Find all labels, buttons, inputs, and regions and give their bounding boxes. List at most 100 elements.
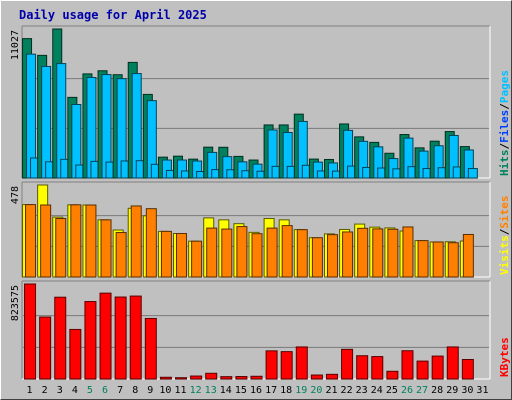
legend-item-files: Files xyxy=(498,110,511,143)
x-tick-25: 25 xyxy=(386,385,398,396)
max-label-visits-sites: 478 xyxy=(10,186,21,204)
bar-sites-18 xyxy=(281,225,293,278)
x-tick-31: 31 xyxy=(476,385,488,396)
bar-kbytes-30 xyxy=(461,359,474,380)
bar-kbytes-1 xyxy=(24,283,37,380)
bar-kbytes-27 xyxy=(416,360,429,380)
bar-kbytes-17 xyxy=(265,350,278,380)
x-tick-23: 23 xyxy=(356,385,368,396)
bar-sites-9 xyxy=(145,208,157,278)
bar-kbytes-5 xyxy=(84,301,97,380)
x-tick-22: 22 xyxy=(341,385,353,396)
x-tick-13: 13 xyxy=(205,385,217,396)
bar-kbytes-8 xyxy=(129,295,142,380)
x-tick-21: 21 xyxy=(325,385,337,396)
x-tick-24: 24 xyxy=(371,385,383,396)
bar-sites-7 xyxy=(115,232,127,278)
x-tick-17: 17 xyxy=(265,385,277,396)
x-tick-7: 7 xyxy=(117,385,123,396)
bar-kbytes-18 xyxy=(280,351,293,380)
x-tick-8: 8 xyxy=(132,385,138,396)
x-tick-1: 1 xyxy=(27,385,33,396)
bar-kbytes-16 xyxy=(250,375,263,380)
legend-separator: / xyxy=(498,143,511,150)
x-tick-28: 28 xyxy=(431,385,443,396)
bar-kbytes-21 xyxy=(325,373,338,380)
x-tick-19: 19 xyxy=(295,385,307,396)
bar-kbytes-6 xyxy=(99,292,112,380)
bar-sites-4 xyxy=(70,204,82,278)
bar-sites-5 xyxy=(85,204,97,278)
chart-title: Daily usage for April 2025 xyxy=(19,8,207,22)
bar-kbytes-7 xyxy=(114,296,127,380)
legend-item-hits: Hits xyxy=(498,150,511,177)
legend-separator: / xyxy=(498,103,511,110)
bar-kbytes-25 xyxy=(386,370,399,380)
legend-item-sites: Sites xyxy=(498,196,511,229)
bar-sites-13 xyxy=(206,227,218,278)
bar-files-2 xyxy=(41,65,52,179)
bar-sites-22 xyxy=(342,231,354,278)
bar-sites-2 xyxy=(40,204,52,278)
bar-sites-6 xyxy=(100,219,112,278)
bar-kbytes-9 xyxy=(144,317,157,380)
legend-kbytes: KBytes xyxy=(498,337,511,377)
bar-sites-27 xyxy=(417,240,429,278)
bar-pages-30 xyxy=(467,168,478,179)
x-tick-4: 4 xyxy=(72,385,78,396)
x-tick-10: 10 xyxy=(159,385,171,396)
bar-sites-14 xyxy=(221,228,233,278)
bar-kbytes-4 xyxy=(69,328,82,380)
bar-sites-30 xyxy=(462,233,474,278)
bar-kbytes-14 xyxy=(220,376,233,380)
bar-sites-26 xyxy=(402,226,414,278)
x-tick-3: 3 xyxy=(57,385,63,396)
bar-sites-24 xyxy=(372,228,384,278)
bar-sites-28 xyxy=(432,241,444,278)
x-tick-9: 9 xyxy=(147,385,153,396)
x-tick-20: 20 xyxy=(310,385,322,396)
x-tick-2: 2 xyxy=(42,385,48,396)
bar-kbytes-11 xyxy=(175,377,188,380)
bar-kbytes-24 xyxy=(371,356,384,380)
legend-item-kbytes: KBytes xyxy=(498,337,511,377)
x-tick-18: 18 xyxy=(280,385,292,396)
legend-hits-files-pages: Hits/Files/Pages xyxy=(498,70,511,176)
legend-visits-sites: Visits/Sites xyxy=(498,196,511,276)
x-tick-29: 29 xyxy=(446,385,458,396)
legend-separator: / xyxy=(498,228,511,235)
x-tick-26: 26 xyxy=(401,385,413,396)
bar-kbytes-26 xyxy=(401,350,414,380)
bar-kbytes-23 xyxy=(356,355,369,380)
max-label-hits-files-pages: 11027 xyxy=(10,30,21,60)
x-tick-27: 27 xyxy=(416,385,428,396)
bar-sites-16 xyxy=(251,233,263,278)
x-tick-12: 12 xyxy=(190,385,202,396)
bar-kbytes-12 xyxy=(190,375,203,380)
bar-kbytes-2 xyxy=(39,316,52,380)
bar-sites-20 xyxy=(311,237,323,278)
legend-item-pages: Pages xyxy=(498,70,511,103)
bar-kbytes-13 xyxy=(205,372,218,380)
bar-sites-17 xyxy=(266,227,278,278)
x-tick-6: 6 xyxy=(102,385,108,396)
bar-kbytes-10 xyxy=(159,376,172,380)
bar-sites-8 xyxy=(130,205,142,278)
bar-sites-3 xyxy=(55,217,67,278)
bar-kbytes-15 xyxy=(235,376,248,380)
x-tick-15: 15 xyxy=(235,385,247,396)
bar-sites-12 xyxy=(191,240,203,278)
x-tick-5: 5 xyxy=(87,385,93,396)
bar-kbytes-22 xyxy=(341,348,354,380)
x-tick-11: 11 xyxy=(174,385,186,396)
bar-sites-15 xyxy=(236,226,248,278)
bar-kbytes-19 xyxy=(295,346,308,380)
bar-sites-29 xyxy=(447,242,459,278)
x-tick-30: 30 xyxy=(461,385,473,396)
bar-sites-11 xyxy=(176,233,188,278)
max-label-kbytes: 823575 xyxy=(10,285,21,321)
bar-sites-19 xyxy=(296,229,308,278)
bar-kbytes-28 xyxy=(431,355,444,380)
